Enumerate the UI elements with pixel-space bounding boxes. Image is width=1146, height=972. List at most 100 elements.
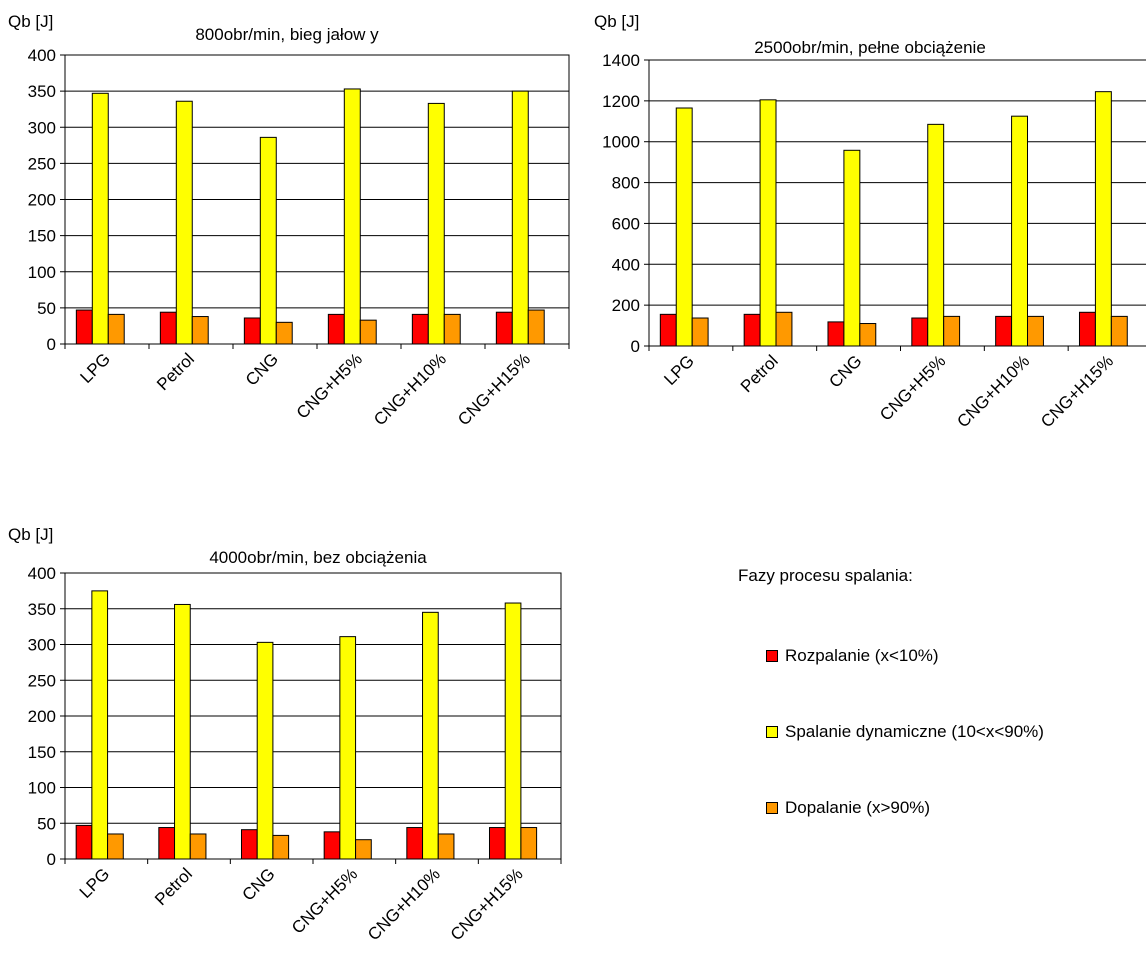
bar-ignition-cng-h5 xyxy=(323,831,341,860)
bar-ignition-cng-h15 xyxy=(488,827,506,860)
bar-afterburning-lpg xyxy=(107,833,124,860)
y-tick-label: 300 xyxy=(28,636,56,655)
bar-afterburning-cng-h10 xyxy=(1027,315,1044,347)
x-tick-label-cng-h15: CNG+H15% xyxy=(454,349,534,429)
y-tick-label: 400 xyxy=(612,255,640,274)
bar-dynamic-combustion-cng xyxy=(256,641,274,860)
legend-heading: Fazy procesu spalania: xyxy=(738,566,913,585)
bar-afterburning-cng-h5 xyxy=(943,315,961,347)
legend-label-dynamic-combustion: Spalanie dynamiczne (10<x<90%) xyxy=(785,722,1044,741)
bar-ignition-cng-h10 xyxy=(995,315,1013,347)
x-tick-label-lpg: LPG xyxy=(76,864,113,901)
chart-idle-800rpm: 0 50 100 150 200 250 300 350 400 LPG Petrol CNG CNG+… xyxy=(8,12,570,429)
x-tick-label-cng: CNG xyxy=(238,864,278,904)
y-tick-label: 150 xyxy=(28,743,56,762)
bar-dynamic-combustion-petrol xyxy=(759,99,777,347)
bar-ignition-cng-h15 xyxy=(495,311,513,345)
x-tick-label-cng-h15: CNG+H15% xyxy=(447,864,527,944)
bar-afterburning-cng-h5 xyxy=(359,319,377,345)
chart-full-load-2500rpm: 0 200 400 600 800 1000 1200 1400 LPG Petrol CNG CNG… xyxy=(594,12,1146,431)
bar-ignition-lpg xyxy=(75,309,93,345)
y-tick-label: 0 xyxy=(47,850,56,869)
bar-dynamic-combustion-lpg xyxy=(91,92,109,345)
bar-afterburning-petrol xyxy=(775,311,793,347)
y-tick-label: 300 xyxy=(28,118,56,137)
bar-afterburning-cng-h5 xyxy=(355,839,372,860)
legend-item-dynamic-combustion: Spalanie dynamiczne (10<x<90%) xyxy=(738,722,1138,742)
bar-dynamic-combustion-cng-h15 xyxy=(504,602,522,860)
legend: Fazy procesu spalania: Rozpalanie (x<10%… xyxy=(738,566,1138,874)
bar-afterburning-lpg xyxy=(691,317,709,347)
bar-ignition-cng-h10 xyxy=(406,827,424,860)
bar-afterburning-cng-h15 xyxy=(1110,315,1128,347)
x-tick-label-cng: CNG xyxy=(242,349,282,389)
x-tick-label-petrol: Petrol xyxy=(153,349,198,394)
x-tick-label-cng-h10: CNG+H10% xyxy=(364,864,444,944)
y-tick-label: 1400 xyxy=(602,51,640,70)
y-tick-label: 1000 xyxy=(602,133,640,152)
y-tick-label: 0 xyxy=(631,337,640,356)
bar-dynamic-combustion-cng xyxy=(843,149,861,347)
bar-dynamic-combustion-cng-h5 xyxy=(343,88,361,345)
y-tick-label: 250 xyxy=(28,154,56,173)
y-tick-label: 50 xyxy=(37,814,56,833)
y-axis-label: Qb [J] xyxy=(594,12,639,31)
y-tick-label: 0 xyxy=(47,335,56,354)
bar-ignition-cng-h15 xyxy=(1078,311,1096,347)
bar-ignition-cng-h10 xyxy=(411,313,429,345)
bar-dynamic-combustion-cng-h10 xyxy=(427,102,445,345)
x-tick-label-cng-h5: CNG+H5% xyxy=(288,864,361,937)
y-tick-label: 200 xyxy=(612,296,640,315)
bar-afterburning-cng-h10 xyxy=(437,833,455,860)
y-tick-label: 1200 xyxy=(602,92,640,111)
legend-swatch-afterburning xyxy=(766,802,778,814)
bar-afterburning-cng xyxy=(275,321,293,345)
bar-afterburning-cng-h15 xyxy=(520,827,538,860)
bar-ignition-petrol xyxy=(743,313,761,347)
bar-ignition-lpg xyxy=(75,824,93,860)
bar-afterburning-petrol xyxy=(191,316,209,345)
legend-item-ignition: Rozpalanie (x<10%) xyxy=(738,646,1138,666)
y-tick-label: 400 xyxy=(28,564,56,583)
y-tick-label: 100 xyxy=(28,779,56,798)
chart-title: 800obr/min, bieg jałow y xyxy=(195,25,379,44)
legend-item-afterburning: Dopalanie (x>90%) xyxy=(738,798,1138,818)
bar-ignition-cng-h5 xyxy=(911,317,929,347)
bar-ignition-lpg xyxy=(659,313,677,347)
x-tick-label-lpg: LPG xyxy=(77,349,114,386)
bar-dynamic-combustion-cng-h5 xyxy=(927,123,945,347)
bar-dynamic-combustion-lpg xyxy=(91,590,109,860)
y-tick-label: 150 xyxy=(28,227,56,246)
x-tick-label-cng-h10: CNG+H10% xyxy=(370,349,450,429)
bar-dynamic-combustion-petrol xyxy=(175,100,193,345)
y-tick-label: 800 xyxy=(612,174,640,193)
bar-dynamic-combustion-cng-h15 xyxy=(511,90,529,345)
x-tick-label-petrol: Petrol xyxy=(737,351,782,396)
bar-dynamic-combustion-cng-h10 xyxy=(1011,115,1029,347)
bar-ignition-petrol xyxy=(158,827,176,860)
bar-dynamic-combustion-cng xyxy=(259,136,277,345)
bar-dynamic-combustion-lpg xyxy=(675,107,693,347)
chart-title: 4000obr/min, bez obciążenia xyxy=(209,548,427,567)
bar-afterburning-cng-h10 xyxy=(443,313,461,345)
x-tick-label-cng-h5: CNG+H5% xyxy=(876,351,949,424)
legend-swatch-ignition xyxy=(766,650,778,662)
legend-label-afterburning: Dopalanie (x>90%) xyxy=(785,798,931,817)
y-tick-label: 250 xyxy=(28,671,56,690)
y-tick-label: 350 xyxy=(28,82,56,101)
y-tick-label: 400 xyxy=(28,46,56,65)
y-tick-label: 200 xyxy=(28,191,56,210)
bar-afterburning-petrol xyxy=(189,833,207,860)
legend-swatch-dynamic-combustion xyxy=(766,726,778,738)
bar-dynamic-combustion-cng-h10 xyxy=(422,611,439,860)
y-tick-label: 50 xyxy=(37,299,56,318)
bar-ignition-cng xyxy=(827,321,845,347)
x-tick-label-petrol: Petrol xyxy=(151,864,196,909)
bar-dynamic-combustion-cng-h15 xyxy=(1094,91,1112,347)
bar-afterburning-cng xyxy=(272,834,290,860)
y-axis-label: Qb [J] xyxy=(8,12,53,31)
y-tick-label: 350 xyxy=(28,600,56,619)
x-tick-label-lpg: LPG xyxy=(660,351,697,388)
